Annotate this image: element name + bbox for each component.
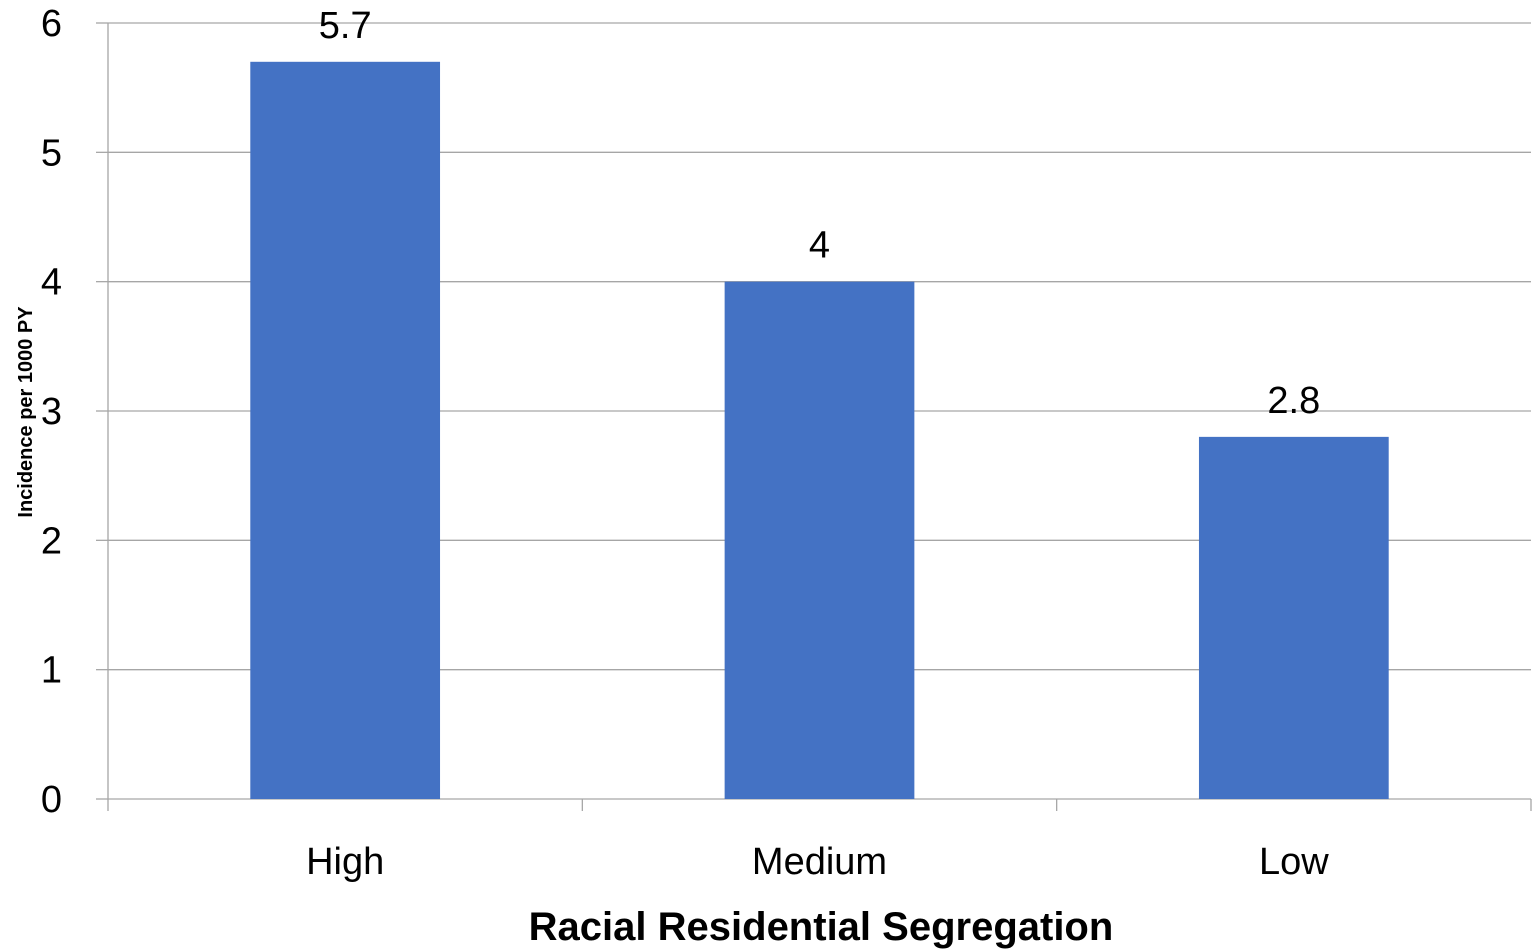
y-tick-label: 6 <box>41 3 62 45</box>
category-label-high: High <box>306 841 384 883</box>
labels: 0 1 2 3 4 5 6 5.7 High 4 Medium 2.8 Low <box>41 3 1329 883</box>
data-label-medium: 4 <box>809 225 830 267</box>
y-tick-label: 3 <box>41 391 62 433</box>
x-axis-title: Racial Residential Segregation <box>529 905 1114 949</box>
y-tick-label: 4 <box>41 262 62 304</box>
data-label-high: 5.7 <box>319 5 372 47</box>
y-tick-label: 2 <box>41 520 62 562</box>
y-tick-label: 1 <box>41 650 62 692</box>
bar-medium <box>724 281 915 800</box>
y-tick-label: 0 <box>41 779 62 821</box>
category-label-medium: Medium <box>752 841 887 883</box>
bar-high <box>250 61 441 800</box>
y-axis-title: Incidence per 1000 PY <box>15 306 37 518</box>
bars <box>250 61 1389 800</box>
y-tick-label: 5 <box>41 132 62 174</box>
category-label-low: Low <box>1259 841 1329 883</box>
bar-low <box>1198 436 1389 799</box>
data-label-low: 2.8 <box>1267 380 1320 422</box>
